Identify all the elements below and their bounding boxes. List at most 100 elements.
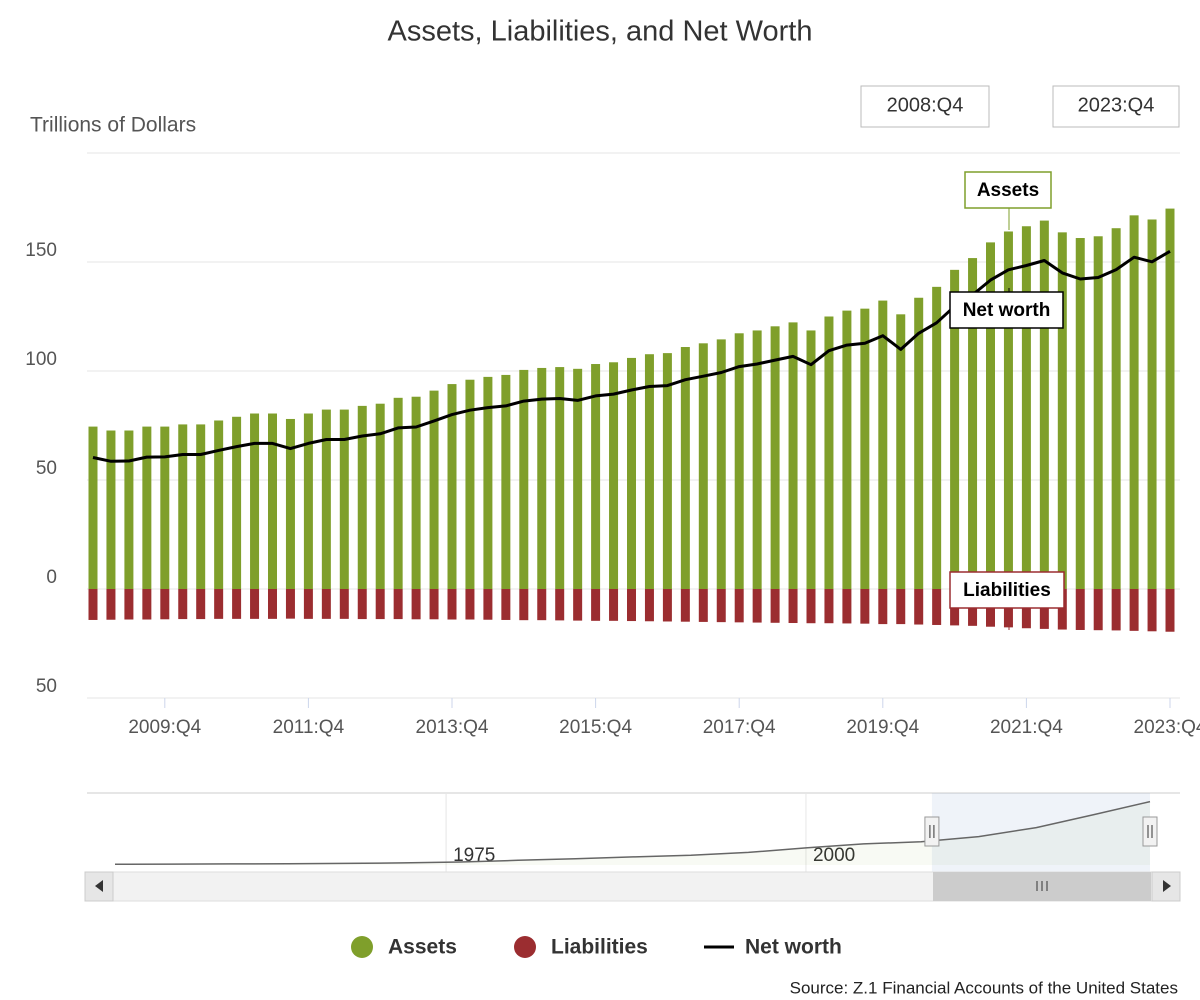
- annotation-box: [949, 571, 1065, 609]
- navigator-handle[interactable]: [924, 816, 940, 847]
- annotation: Liabilities: [963, 580, 1051, 601]
- range-end-box[interactable]: [1052, 85, 1180, 128]
- annotation-box: [949, 291, 1064, 329]
- bar: [501, 374, 511, 589]
- bar: [393, 589, 403, 620]
- bar: [321, 409, 331, 589]
- bar: [1003, 231, 1013, 590]
- bar: [896, 589, 906, 625]
- range-start[interactable]: 2008:Q4: [887, 94, 964, 116]
- bar: [878, 589, 888, 625]
- bar: [627, 357, 636, 589]
- chart-title: Assets, Liabilities, and Net Worth: [388, 16, 813, 48]
- bar: [644, 354, 654, 589]
- bar: [537, 589, 547, 621]
- bar: [680, 589, 690, 622]
- navigator-handle[interactable]: [1142, 816, 1158, 847]
- arrow-right: [1163, 880, 1171, 892]
- bar: [285, 418, 295, 589]
- bar: [788, 322, 798, 589]
- bar: [1057, 589, 1067, 630]
- legend-label[interactable]: Assets: [388, 936, 457, 959]
- navigator-mask: [931, 793, 1150, 872]
- bar: [483, 589, 493, 620]
- legend-label[interactable]: Liabilities: [551, 936, 648, 959]
- bar: [878, 300, 888, 589]
- bar: [268, 413, 277, 589]
- bar: [124, 589, 134, 620]
- bar: [1021, 226, 1031, 590]
- legend-label[interactable]: Net worth: [745, 936, 842, 959]
- handle-grip: [929, 825, 935, 838]
- bar: [806, 589, 816, 624]
- bar: [232, 589, 242, 619]
- bar: [196, 589, 206, 620]
- bar: [716, 339, 726, 589]
- bar: [1057, 232, 1067, 590]
- bar: [160, 589, 170, 620]
- bar: [806, 330, 816, 589]
- bar: [716, 589, 726, 623]
- bar: [447, 384, 457, 589]
- bar: [1129, 589, 1139, 631]
- bar: [1039, 220, 1049, 589]
- bar: [106, 430, 116, 589]
- bar: [1093, 236, 1103, 589]
- y-axis-label: Trillions of Dollars: [30, 114, 196, 137]
- bar: [986, 242, 995, 589]
- navigator-area: [115, 801, 1150, 865]
- bar: [914, 589, 924, 625]
- source: Source: Z.1 Financial Accounts of the Un…: [790, 978, 1178, 997]
- bar: [896, 314, 906, 589]
- bar: [519, 589, 529, 621]
- bar: [357, 589, 367, 620]
- legend-swatch[interactable]: [351, 936, 373, 958]
- bar: [662, 589, 672, 622]
- bar: [752, 330, 762, 589]
- bar: [519, 369, 529, 589]
- bar: [303, 589, 313, 619]
- bar: [698, 589, 708, 622]
- bar: [178, 589, 188, 620]
- bar: [968, 258, 978, 589]
- bar: [698, 343, 708, 589]
- bar: [483, 376, 493, 589]
- line: [92, 250, 1171, 463]
- bar: [932, 286, 942, 589]
- bar: [537, 367, 547, 589]
- bar: [860, 589, 870, 624]
- bar: [250, 589, 260, 619]
- bar: [88, 426, 98, 589]
- bar: [357, 405, 367, 589]
- range-start-box[interactable]: [860, 85, 990, 128]
- bar: [644, 589, 654, 622]
- legend-swatch[interactable]: [514, 936, 536, 958]
- handle-grip: [1147, 825, 1153, 838]
- bar: [393, 397, 403, 589]
- x-tick-label: 2015:Q4: [559, 717, 632, 738]
- range-end[interactable]: 2023:Q4: [1078, 94, 1155, 116]
- bar: [375, 589, 385, 620]
- bar: [1039, 589, 1049, 629]
- bar: [824, 316, 834, 589]
- bar: [429, 589, 439, 620]
- navigator-label: 2000: [813, 845, 855, 866]
- bar: [591, 589, 601, 621]
- bar: [1075, 589, 1085, 630]
- y-tick-label: 50: [36, 676, 57, 697]
- bar: [555, 589, 565, 621]
- y-tick-label: 150: [25, 240, 57, 261]
- bar: [609, 362, 619, 589]
- bar: [609, 589, 619, 621]
- bar: [842, 589, 852, 624]
- bar: [1147, 219, 1157, 590]
- bar: [1129, 215, 1139, 589]
- bar: [232, 416, 242, 589]
- bar: [142, 426, 152, 589]
- bar: [1075, 238, 1085, 589]
- annotation-box: [964, 171, 1052, 209]
- bar: [303, 413, 313, 589]
- bar: [662, 353, 672, 589]
- x-tick-label: 2011:Q4: [273, 717, 345, 738]
- bar: [250, 413, 260, 589]
